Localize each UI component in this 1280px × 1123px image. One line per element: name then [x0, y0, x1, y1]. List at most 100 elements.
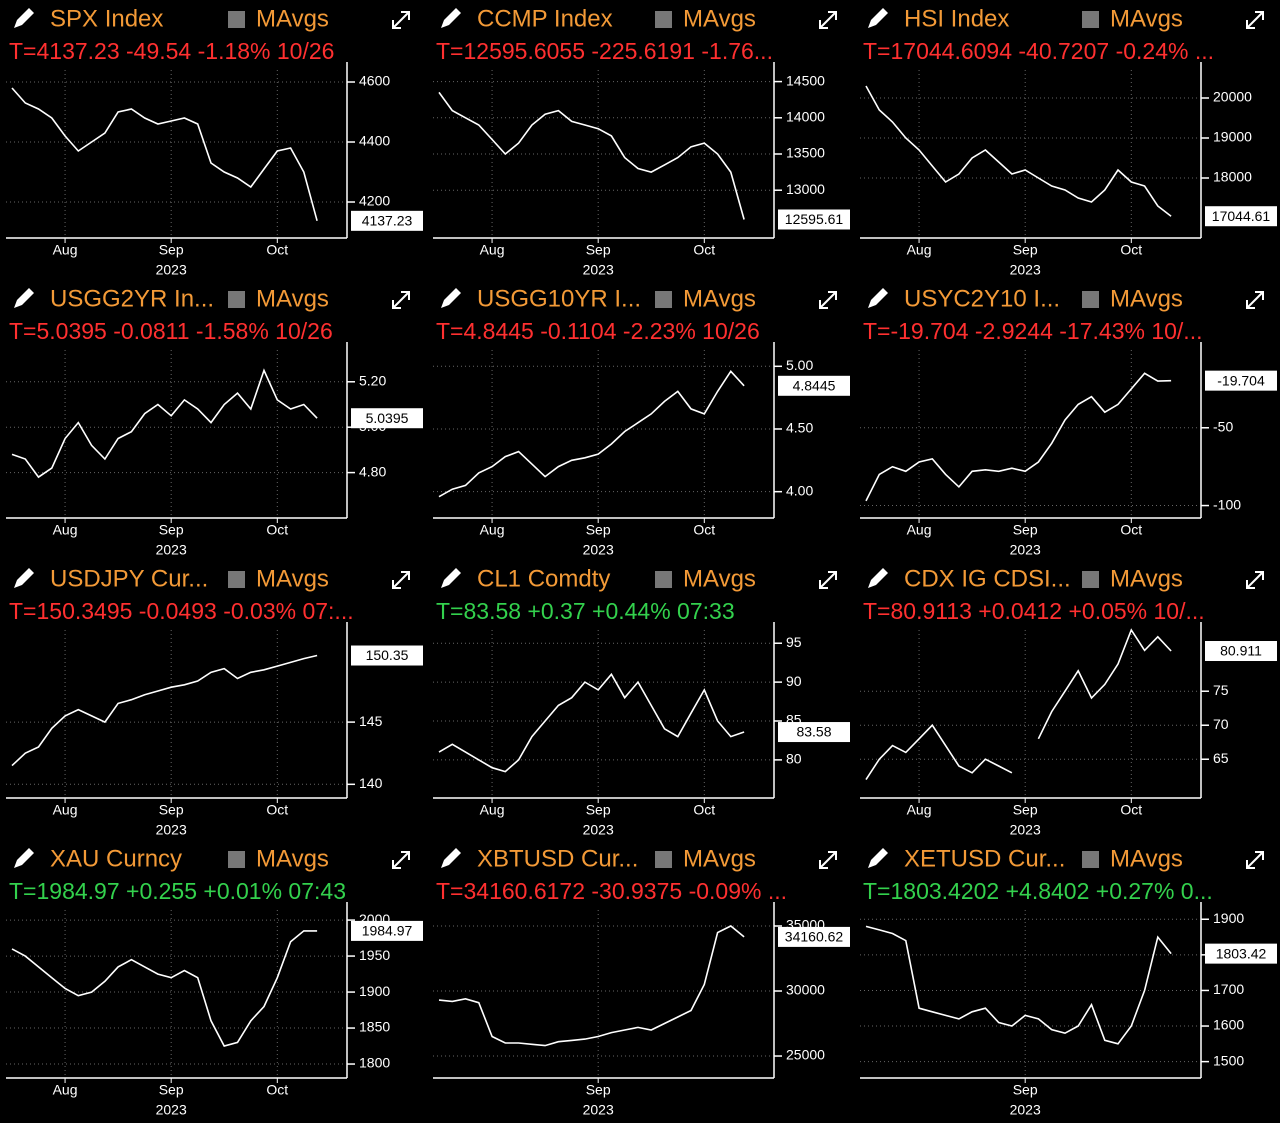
- x-tick-label: Aug: [53, 1082, 78, 1098]
- x-tick-label: Oct: [266, 242, 288, 258]
- y-tick-label: 145: [359, 713, 383, 729]
- edit-icon[interactable]: [868, 848, 888, 868]
- last-value-box: [778, 926, 850, 947]
- last-value-label: -19.704: [1217, 372, 1265, 388]
- y-tick-label: 25000: [786, 1047, 825, 1063]
- last-value-label: 34160.62: [785, 929, 844, 945]
- legend-label[interactable]: MAvgs: [1110, 5, 1183, 32]
- legend-box[interactable]: [228, 851, 245, 868]
- legend-label[interactable]: MAvgs: [683, 5, 756, 32]
- legend-label[interactable]: MAvgs: [256, 845, 329, 872]
- legend-label[interactable]: MAvgs: [1110, 565, 1183, 592]
- x-tick-label: Oct: [266, 522, 288, 538]
- last-value-label: 1803.42: [1216, 945, 1267, 961]
- legend-label[interactable]: MAvgs: [683, 285, 756, 312]
- edit-icon[interactable]: [441, 568, 461, 588]
- edit-icon[interactable]: [441, 8, 461, 28]
- last-value-box: [778, 209, 850, 230]
- edit-icon[interactable]: [14, 568, 34, 588]
- security-title[interactable]: XETUSD Cur...: [904, 845, 1065, 872]
- legend-label[interactable]: MAvgs: [256, 285, 329, 312]
- y-tick-label: 140: [359, 775, 383, 791]
- y-tick-label: 65: [1213, 750, 1229, 766]
- expand-icon[interactable]: [392, 571, 410, 589]
- expand-icon[interactable]: [1246, 851, 1264, 869]
- legend-label[interactable]: MAvgs: [1110, 285, 1183, 312]
- legend-box[interactable]: [1082, 291, 1099, 308]
- security-title[interactable]: HSI Index: [904, 5, 1009, 32]
- price-line: [11, 930, 318, 1047]
- x-tick-label: Aug: [907, 522, 932, 538]
- last-value-box: [1205, 370, 1277, 391]
- y-tick-label: -100: [1213, 496, 1241, 512]
- legend-box[interactable]: [1082, 11, 1099, 28]
- expand-icon[interactable]: [819, 291, 837, 309]
- expand-icon[interactable]: [1246, 291, 1264, 309]
- x-tick-label: Oct: [1120, 802, 1142, 818]
- security-title[interactable]: SPX Index: [50, 5, 163, 32]
- legend-box[interactable]: [228, 291, 245, 308]
- legend-label[interactable]: MAvgs: [256, 565, 329, 592]
- x-tick-label: Aug: [480, 522, 505, 538]
- legend-box[interactable]: [655, 851, 672, 868]
- y-tick-label: 4600: [359, 73, 390, 89]
- edit-icon[interactable]: [14, 8, 34, 28]
- legend-box[interactable]: [1082, 571, 1099, 588]
- expand-icon[interactable]: [392, 11, 410, 29]
- legend-box[interactable]: [228, 11, 245, 28]
- y-tick-label: 95: [786, 634, 802, 650]
- legend-label[interactable]: MAvgs: [683, 845, 756, 872]
- security-title[interactable]: USYC2Y10 I...: [904, 285, 1060, 312]
- expand-icon[interactable]: [819, 11, 837, 29]
- expand-icon[interactable]: [392, 851, 410, 869]
- legend-box[interactable]: [655, 11, 672, 28]
- edit-icon[interactable]: [868, 568, 888, 588]
- quote-line: T=80.9113 +0.0412 +0.05% 10/...: [863, 598, 1205, 624]
- security-title[interactable]: CDX IG CDSI...: [904, 565, 1071, 592]
- quote-line: T=4137.23 -49.54 -1.18% 10/26: [9, 38, 334, 64]
- quote-line: T=4.8445 -0.1104 -2.23% 10/26: [436, 318, 760, 344]
- y-tick-label: 1500: [1213, 1052, 1244, 1068]
- y-tick-label: 1600: [1213, 1017, 1244, 1033]
- expand-icon[interactable]: [1246, 571, 1264, 589]
- edit-icon[interactable]: [868, 8, 888, 28]
- last-value-box: [351, 645, 423, 666]
- x-tick-label: Aug: [907, 242, 932, 258]
- y-tick-label: 4.00: [786, 482, 813, 498]
- expand-icon[interactable]: [819, 571, 837, 589]
- y-tick-label: 13500: [786, 145, 825, 161]
- expand-icon[interactable]: [819, 851, 837, 869]
- security-title[interactable]: XBTUSD Cur...: [477, 845, 638, 872]
- legend-box[interactable]: [655, 571, 672, 588]
- edit-icon[interactable]: [14, 848, 34, 868]
- security-title[interactable]: XAU Curncy: [50, 845, 182, 872]
- expand-icon[interactable]: [392, 291, 410, 309]
- y-tick-label: 20000: [1213, 89, 1252, 105]
- edit-icon[interactable]: [441, 848, 461, 868]
- edit-icon[interactable]: [868, 288, 888, 308]
- legend-label[interactable]: MAvgs: [256, 5, 329, 32]
- expand-icon[interactable]: [1246, 11, 1264, 29]
- legend-label[interactable]: MAvgs: [683, 565, 756, 592]
- legend-box[interactable]: [1082, 851, 1099, 868]
- edit-icon[interactable]: [441, 288, 461, 308]
- security-title[interactable]: CCMP Index: [477, 5, 613, 32]
- legend-box[interactable]: [655, 291, 672, 308]
- legend-label[interactable]: MAvgs: [1110, 845, 1183, 872]
- security-title[interactable]: CL1 Comdty: [477, 565, 610, 592]
- year-label: 2023: [583, 542, 614, 558]
- edit-icon[interactable]: [14, 288, 34, 308]
- x-tick-label: Sep: [1013, 1082, 1038, 1098]
- x-tick-label: Aug: [480, 242, 505, 258]
- last-value-label: 4.8445: [793, 377, 836, 393]
- security-title[interactable]: USGG2YR In...: [50, 285, 214, 312]
- year-label: 2023: [1010, 822, 1041, 838]
- price-line: [865, 925, 1172, 1045]
- y-tick-label: 1900: [359, 983, 390, 999]
- security-title[interactable]: USDJPY Cur...: [50, 565, 208, 592]
- x-tick-label: Sep: [1013, 242, 1038, 258]
- last-value-box: [1205, 206, 1277, 227]
- security-title[interactable]: USGG10YR I...: [477, 285, 641, 312]
- legend-box[interactable]: [228, 571, 245, 588]
- x-tick-label: Oct: [693, 522, 715, 538]
